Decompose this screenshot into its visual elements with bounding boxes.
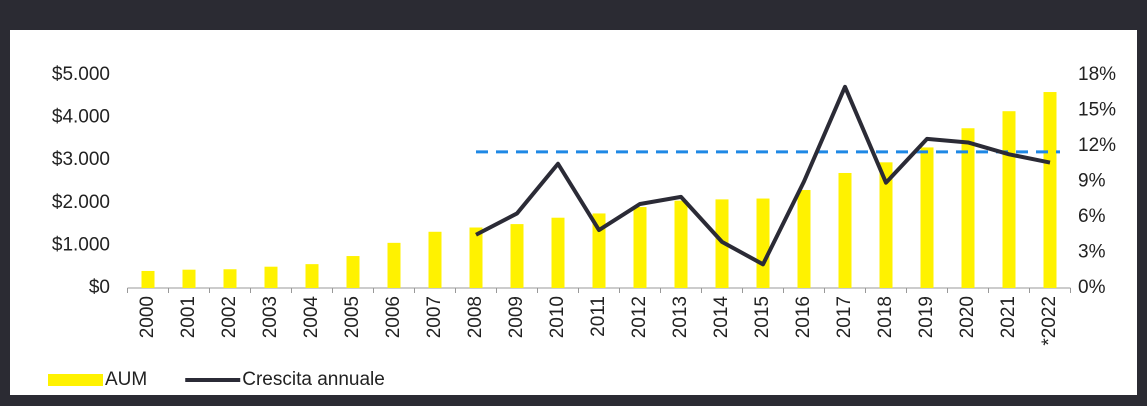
legend-label: Crescita annuale	[242, 369, 385, 390]
x-tick-label: 2004	[301, 296, 322, 339]
legend-label: AUM	[105, 369, 147, 390]
x-tick-label: 2010	[547, 296, 568, 338]
bar	[1043, 92, 1057, 288]
bar	[838, 172, 852, 288]
bar	[756, 198, 770, 288]
bar	[428, 231, 442, 288]
bar	[305, 264, 319, 288]
y2-tick-label: 15%	[1078, 100, 1116, 121]
bar	[469, 227, 483, 288]
x-tick-label: 2001	[178, 296, 199, 338]
bar	[346, 256, 360, 288]
x-tick-label: 2016	[793, 296, 814, 338]
chart-background	[10, 30, 1137, 395]
y2-tick-label: 0%	[1078, 277, 1106, 298]
bar	[223, 269, 237, 288]
x-tick-label: 2002	[219, 296, 240, 338]
x-tick-label: 2003	[260, 296, 281, 338]
y-tick-label: $3.000	[52, 149, 110, 170]
y2-tick-label: 18%	[1078, 64, 1116, 85]
y-tick-label: $4.000	[52, 107, 110, 128]
legend-swatch	[48, 374, 103, 386]
x-tick-label: *2022	[1039, 296, 1060, 346]
bar	[387, 242, 401, 288]
x-tick-label: 2019	[916, 296, 937, 338]
x-tick-label: 2007	[424, 296, 445, 338]
bar	[879, 162, 893, 288]
y-tick-label: $5.000	[52, 64, 110, 85]
bar	[633, 207, 647, 288]
x-tick-label: 2008	[465, 296, 486, 338]
x-tick-label: 2000	[137, 296, 158, 338]
bar	[674, 200, 688, 288]
bar	[920, 147, 934, 288]
bar	[592, 213, 606, 288]
x-tick-label: 2014	[711, 296, 732, 339]
x-tick-label: 2018	[875, 296, 896, 338]
bar	[1002, 111, 1016, 289]
y-tick-label: $1.000	[52, 234, 110, 255]
bar	[264, 266, 278, 288]
x-tick-label: 2006	[383, 296, 404, 338]
x-tick-label: 2020	[957, 296, 978, 338]
bar	[510, 224, 524, 288]
bar	[182, 269, 196, 288]
line	[475, 84, 1051, 267]
x-tick-label: 2011	[588, 296, 609, 337]
bar	[961, 128, 975, 288]
y-tick-label: $2.000	[52, 192, 110, 213]
y2-tick-label: 3%	[1078, 242, 1106, 263]
x-tick-label: 2005	[342, 296, 363, 338]
x-tick-label: 2009	[506, 296, 527, 338]
x-tick-label: 2012	[629, 296, 650, 338]
bar	[551, 217, 565, 288]
bar	[797, 190, 811, 288]
y-tick-label: $0	[89, 277, 110, 298]
x-tick-label: 2021	[998, 296, 1019, 338]
y2-tick-label: 9%	[1078, 171, 1106, 192]
x-tick-label: 2017	[834, 296, 855, 338]
y2-tick-label: 6%	[1078, 206, 1106, 227]
y2-tick-label: 12%	[1078, 135, 1116, 156]
x-tick-label: 2015	[752, 296, 773, 338]
x-tick-label: 2013	[670, 296, 691, 338]
bar	[141, 270, 155, 288]
